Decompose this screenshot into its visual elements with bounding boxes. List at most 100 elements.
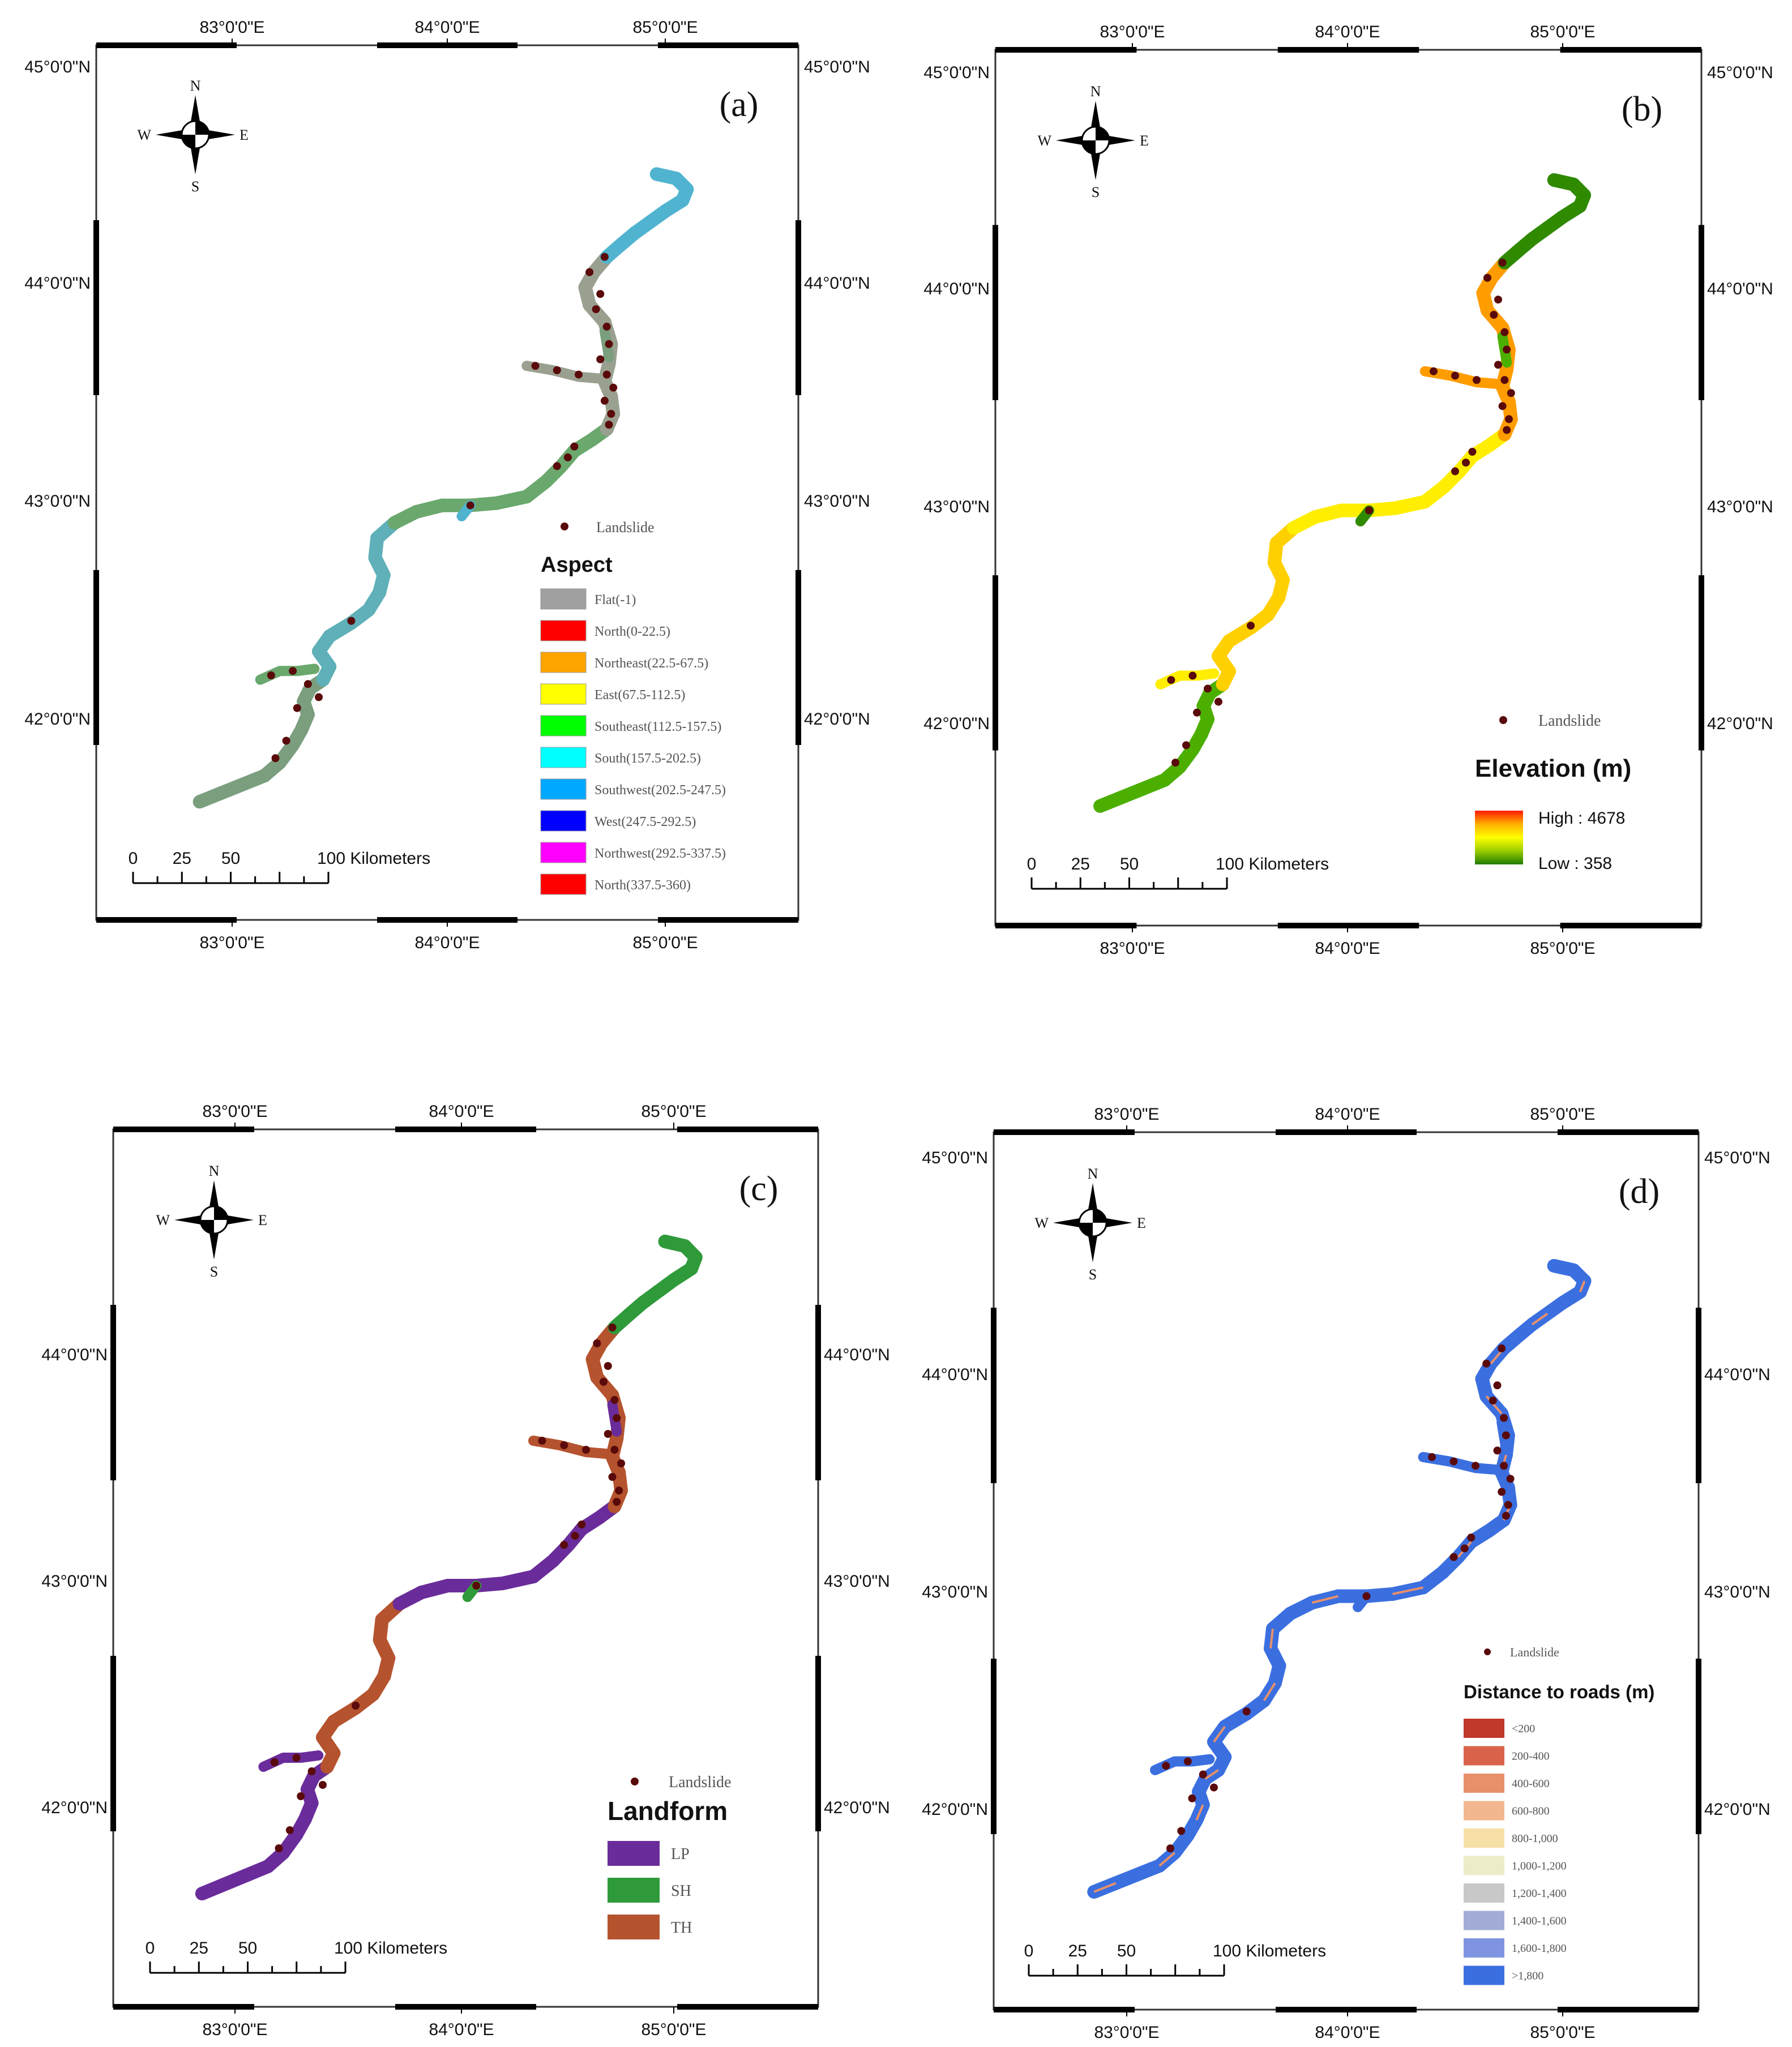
road-line xyxy=(1158,1852,1175,1867)
longitude-label-top: 83°0'0"E xyxy=(202,1102,267,1121)
scale-label-0: 0 xyxy=(146,1939,155,1958)
legend-title: Elevation (m) xyxy=(1475,755,1631,782)
landslide-point xyxy=(604,1362,612,1370)
route-branch xyxy=(528,1436,618,1459)
scale-label-100: 100 Kilometers xyxy=(334,1939,447,1958)
compass-quarter xyxy=(182,121,209,148)
legend: Landslide Landform LP SH TH xyxy=(608,1774,731,1939)
landslide-point xyxy=(1210,1783,1218,1792)
road-line xyxy=(1195,1804,1204,1821)
landslide-point xyxy=(600,396,609,405)
legend-landslide-label: Landslide xyxy=(1538,712,1601,730)
landslide-point xyxy=(303,680,312,688)
landslide-point xyxy=(1500,1462,1508,1470)
landslide-point xyxy=(1430,367,1438,375)
neatline-segment xyxy=(677,2004,818,2010)
route-segment xyxy=(649,167,683,186)
compass-e-label: E xyxy=(1140,132,1149,149)
legend: Landslide Aspect Flat(-1) North(0-22.5) Nort… xyxy=(540,519,726,895)
scale-label-50: 50 xyxy=(1120,855,1139,873)
landslide-point xyxy=(613,1498,621,1506)
neatline-segment xyxy=(796,570,801,745)
neatline-segment xyxy=(96,917,237,923)
landslide-point xyxy=(275,1844,283,1852)
landslide-point xyxy=(1490,311,1498,319)
legend-item-label: 1,000-1,200 xyxy=(1512,1860,1567,1873)
legend-swatch xyxy=(540,620,587,641)
latitude-label-right: 44°0'0"N xyxy=(1707,280,1773,298)
latitude-label-right: 44°0'0"N xyxy=(824,1346,890,1364)
legend-swatch xyxy=(608,1841,660,1866)
route-segment xyxy=(1547,1259,1581,1277)
longitude-label-bottom: 83°0'0"E xyxy=(1094,2023,1159,2042)
scale-label-100: 100 Kilometers xyxy=(1216,855,1329,873)
compass-quarter xyxy=(200,1206,228,1234)
neatline-segment xyxy=(994,2007,1135,2012)
latitude-label-right: 42°0'0"N xyxy=(1707,714,1773,733)
latitude-label-right: 43°0'0"N xyxy=(804,492,870,511)
latitude-label-left: 43°0'0"N xyxy=(41,1572,108,1591)
latitude-label-right: 44°0'0"N xyxy=(804,274,870,293)
landslide-point xyxy=(1462,459,1470,467)
neatline-segment xyxy=(993,575,998,751)
legend-swatch xyxy=(1464,1774,1504,1793)
neatline-segment xyxy=(995,47,1137,53)
landslide-point xyxy=(1449,1457,1458,1466)
landslide-point xyxy=(1183,1757,1192,1766)
latitude-label-right: 42°0'0"N xyxy=(804,710,870,729)
neatline-segment xyxy=(113,1127,254,1132)
scale-bar: 0 25 50 100 Kilometers xyxy=(1024,1942,1326,1977)
legend-landslide-label: Landslide xyxy=(669,1774,731,1791)
landslide-point xyxy=(1467,1534,1475,1541)
landslide-point xyxy=(617,1459,625,1467)
map-frame xyxy=(112,1128,819,2008)
scale-label-100: 100 Kilometers xyxy=(317,849,430,868)
legend-landslide-symbol xyxy=(1499,716,1507,724)
legend-item-label: North(337.5-360) xyxy=(595,878,691,893)
scale-bar: 0 25 50 100 Kilometers xyxy=(1027,855,1329,890)
neatline-segment xyxy=(96,42,237,48)
latitude-label-right: 42°0'0"N xyxy=(1704,1800,1770,1819)
neatline-segment xyxy=(1277,923,1419,928)
landslide-point xyxy=(1493,1381,1502,1390)
scale-label-25: 25 xyxy=(1071,855,1090,873)
scale-label-50: 50 xyxy=(1117,1942,1136,1960)
longitude-label-bottom: 85°0'0"E xyxy=(632,933,698,952)
legend-item-label: 1,400-1,600 xyxy=(1512,1915,1567,1928)
legend-landslide-symbol xyxy=(1484,1648,1491,1655)
longitude-label-top: 85°0'0"E xyxy=(632,18,698,37)
landslide-point xyxy=(600,1378,608,1386)
landslide-point xyxy=(289,667,297,675)
landslide-point xyxy=(1498,1488,1506,1496)
route-branch xyxy=(1418,1451,1507,1475)
landslide-point xyxy=(352,1702,360,1710)
legend-item-label: 200-400 xyxy=(1512,1750,1550,1763)
longitude-label-bottom: 85°0'0"E xyxy=(1530,939,1595,958)
legend-item-label: 400-600 xyxy=(1512,1778,1550,1790)
latitude-label-left: 44°0'0"N xyxy=(24,274,91,293)
latitude-label-left: 45°0'0"N xyxy=(923,63,990,82)
legend-landslide-label: Landslide xyxy=(596,519,655,536)
landslide-point xyxy=(1498,1344,1506,1352)
landslide-point xyxy=(608,1473,617,1481)
compass-e-label: E xyxy=(258,1212,267,1228)
landslide-point xyxy=(1204,684,1212,693)
neatline-segment xyxy=(1699,575,1704,751)
landslide-point xyxy=(596,290,605,298)
neatline-segment xyxy=(994,1129,1135,1135)
compass-s-label: S xyxy=(210,1264,218,1280)
compass-e-label: E xyxy=(239,127,249,143)
latitude-label-left: 42°0'0"N xyxy=(24,710,91,729)
panel-label: (c) xyxy=(739,1170,779,1208)
compass-rose: N S E W xyxy=(1037,83,1148,200)
neatline-segment xyxy=(1558,2007,1699,2012)
landslide-point xyxy=(610,1446,619,1454)
legend-swatch xyxy=(1464,1719,1504,1738)
scale-label-25: 25 xyxy=(190,1939,208,1958)
map-panel-a: 83°0'0"E 83°0'0"E 84°0'0"E 84°0'0"E 85°0'0"E… xyxy=(24,18,870,952)
landslide-point xyxy=(1171,759,1179,767)
legend-item-label: Southwest(202.5-247.5) xyxy=(595,783,726,798)
legend-swatch xyxy=(540,778,587,800)
route-branch xyxy=(1419,366,1508,389)
